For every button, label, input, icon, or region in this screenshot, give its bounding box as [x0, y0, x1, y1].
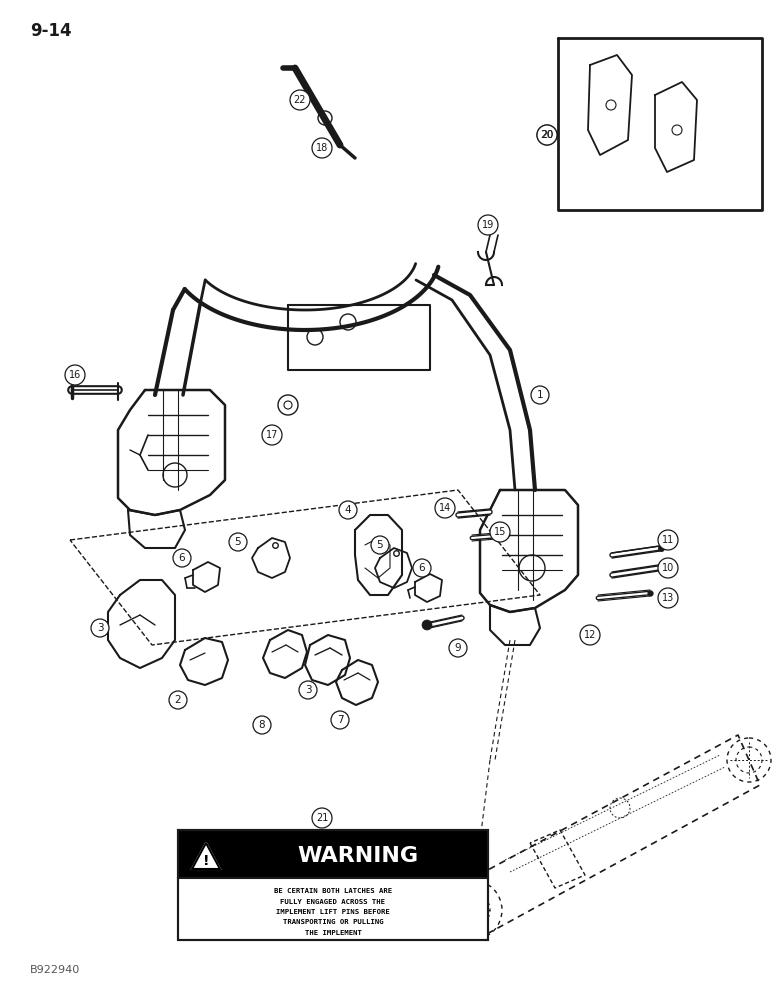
Circle shape — [422, 620, 432, 630]
Circle shape — [91, 619, 109, 637]
Circle shape — [65, 365, 85, 385]
Text: BE CERTAIN BOTH LATCHES ARE: BE CERTAIN BOTH LATCHES ARE — [274, 888, 392, 894]
Text: 20: 20 — [540, 130, 554, 140]
Text: 18: 18 — [316, 143, 328, 153]
Circle shape — [658, 558, 678, 578]
Text: 15: 15 — [494, 527, 506, 537]
Text: 7: 7 — [337, 715, 344, 725]
Text: 4: 4 — [344, 505, 351, 515]
Circle shape — [658, 588, 678, 608]
Text: 10: 10 — [662, 563, 674, 573]
Text: 1: 1 — [537, 390, 543, 400]
Circle shape — [290, 90, 310, 110]
Circle shape — [229, 533, 247, 551]
Text: 6: 6 — [178, 553, 185, 563]
Text: 6: 6 — [418, 563, 425, 573]
Circle shape — [299, 681, 317, 699]
Circle shape — [531, 386, 549, 404]
Text: 20: 20 — [541, 130, 554, 140]
Text: THE IMPLEMENT: THE IMPLEMENT — [305, 930, 361, 936]
Text: 3: 3 — [96, 623, 103, 633]
Circle shape — [312, 808, 332, 828]
Circle shape — [371, 536, 389, 554]
Text: FULLY ENGAGED ACROSS THE: FULLY ENGAGED ACROSS THE — [280, 898, 385, 904]
Text: 13: 13 — [662, 593, 674, 603]
Circle shape — [331, 711, 349, 729]
Circle shape — [173, 549, 191, 567]
Text: 5: 5 — [377, 540, 384, 550]
Circle shape — [253, 716, 271, 734]
Text: 14: 14 — [438, 503, 451, 513]
Circle shape — [262, 425, 282, 445]
Text: 5: 5 — [235, 537, 242, 547]
Circle shape — [537, 125, 557, 145]
Polygon shape — [192, 843, 220, 869]
Text: TRANSPORTING OR PULLING: TRANSPORTING OR PULLING — [283, 920, 384, 926]
Circle shape — [449, 639, 467, 657]
Text: 2: 2 — [174, 695, 181, 705]
Circle shape — [490, 522, 510, 542]
Text: !: ! — [203, 854, 209, 868]
FancyBboxPatch shape — [178, 830, 488, 878]
Text: 16: 16 — [69, 370, 81, 380]
Circle shape — [537, 125, 557, 145]
Circle shape — [658, 530, 678, 550]
Text: 22: 22 — [294, 95, 306, 105]
Text: 12: 12 — [584, 630, 596, 640]
Text: WARNING: WARNING — [297, 846, 418, 866]
FancyBboxPatch shape — [178, 878, 488, 940]
Circle shape — [312, 138, 332, 158]
Text: 17: 17 — [266, 430, 278, 440]
Circle shape — [339, 501, 357, 519]
Text: 9: 9 — [455, 643, 462, 653]
Text: B922940: B922940 — [30, 965, 80, 975]
Circle shape — [169, 691, 187, 709]
Text: 19: 19 — [482, 220, 494, 230]
Text: 11: 11 — [662, 535, 674, 545]
Circle shape — [435, 498, 455, 518]
Text: 8: 8 — [259, 720, 266, 730]
Text: 3: 3 — [305, 685, 311, 695]
Text: IMPLEMENT LIFT PINS BEFORE: IMPLEMENT LIFT PINS BEFORE — [276, 909, 390, 915]
Circle shape — [478, 215, 498, 235]
Circle shape — [413, 559, 431, 577]
Text: 21: 21 — [316, 813, 328, 823]
Text: 9-14: 9-14 — [30, 22, 72, 40]
Circle shape — [580, 625, 600, 645]
